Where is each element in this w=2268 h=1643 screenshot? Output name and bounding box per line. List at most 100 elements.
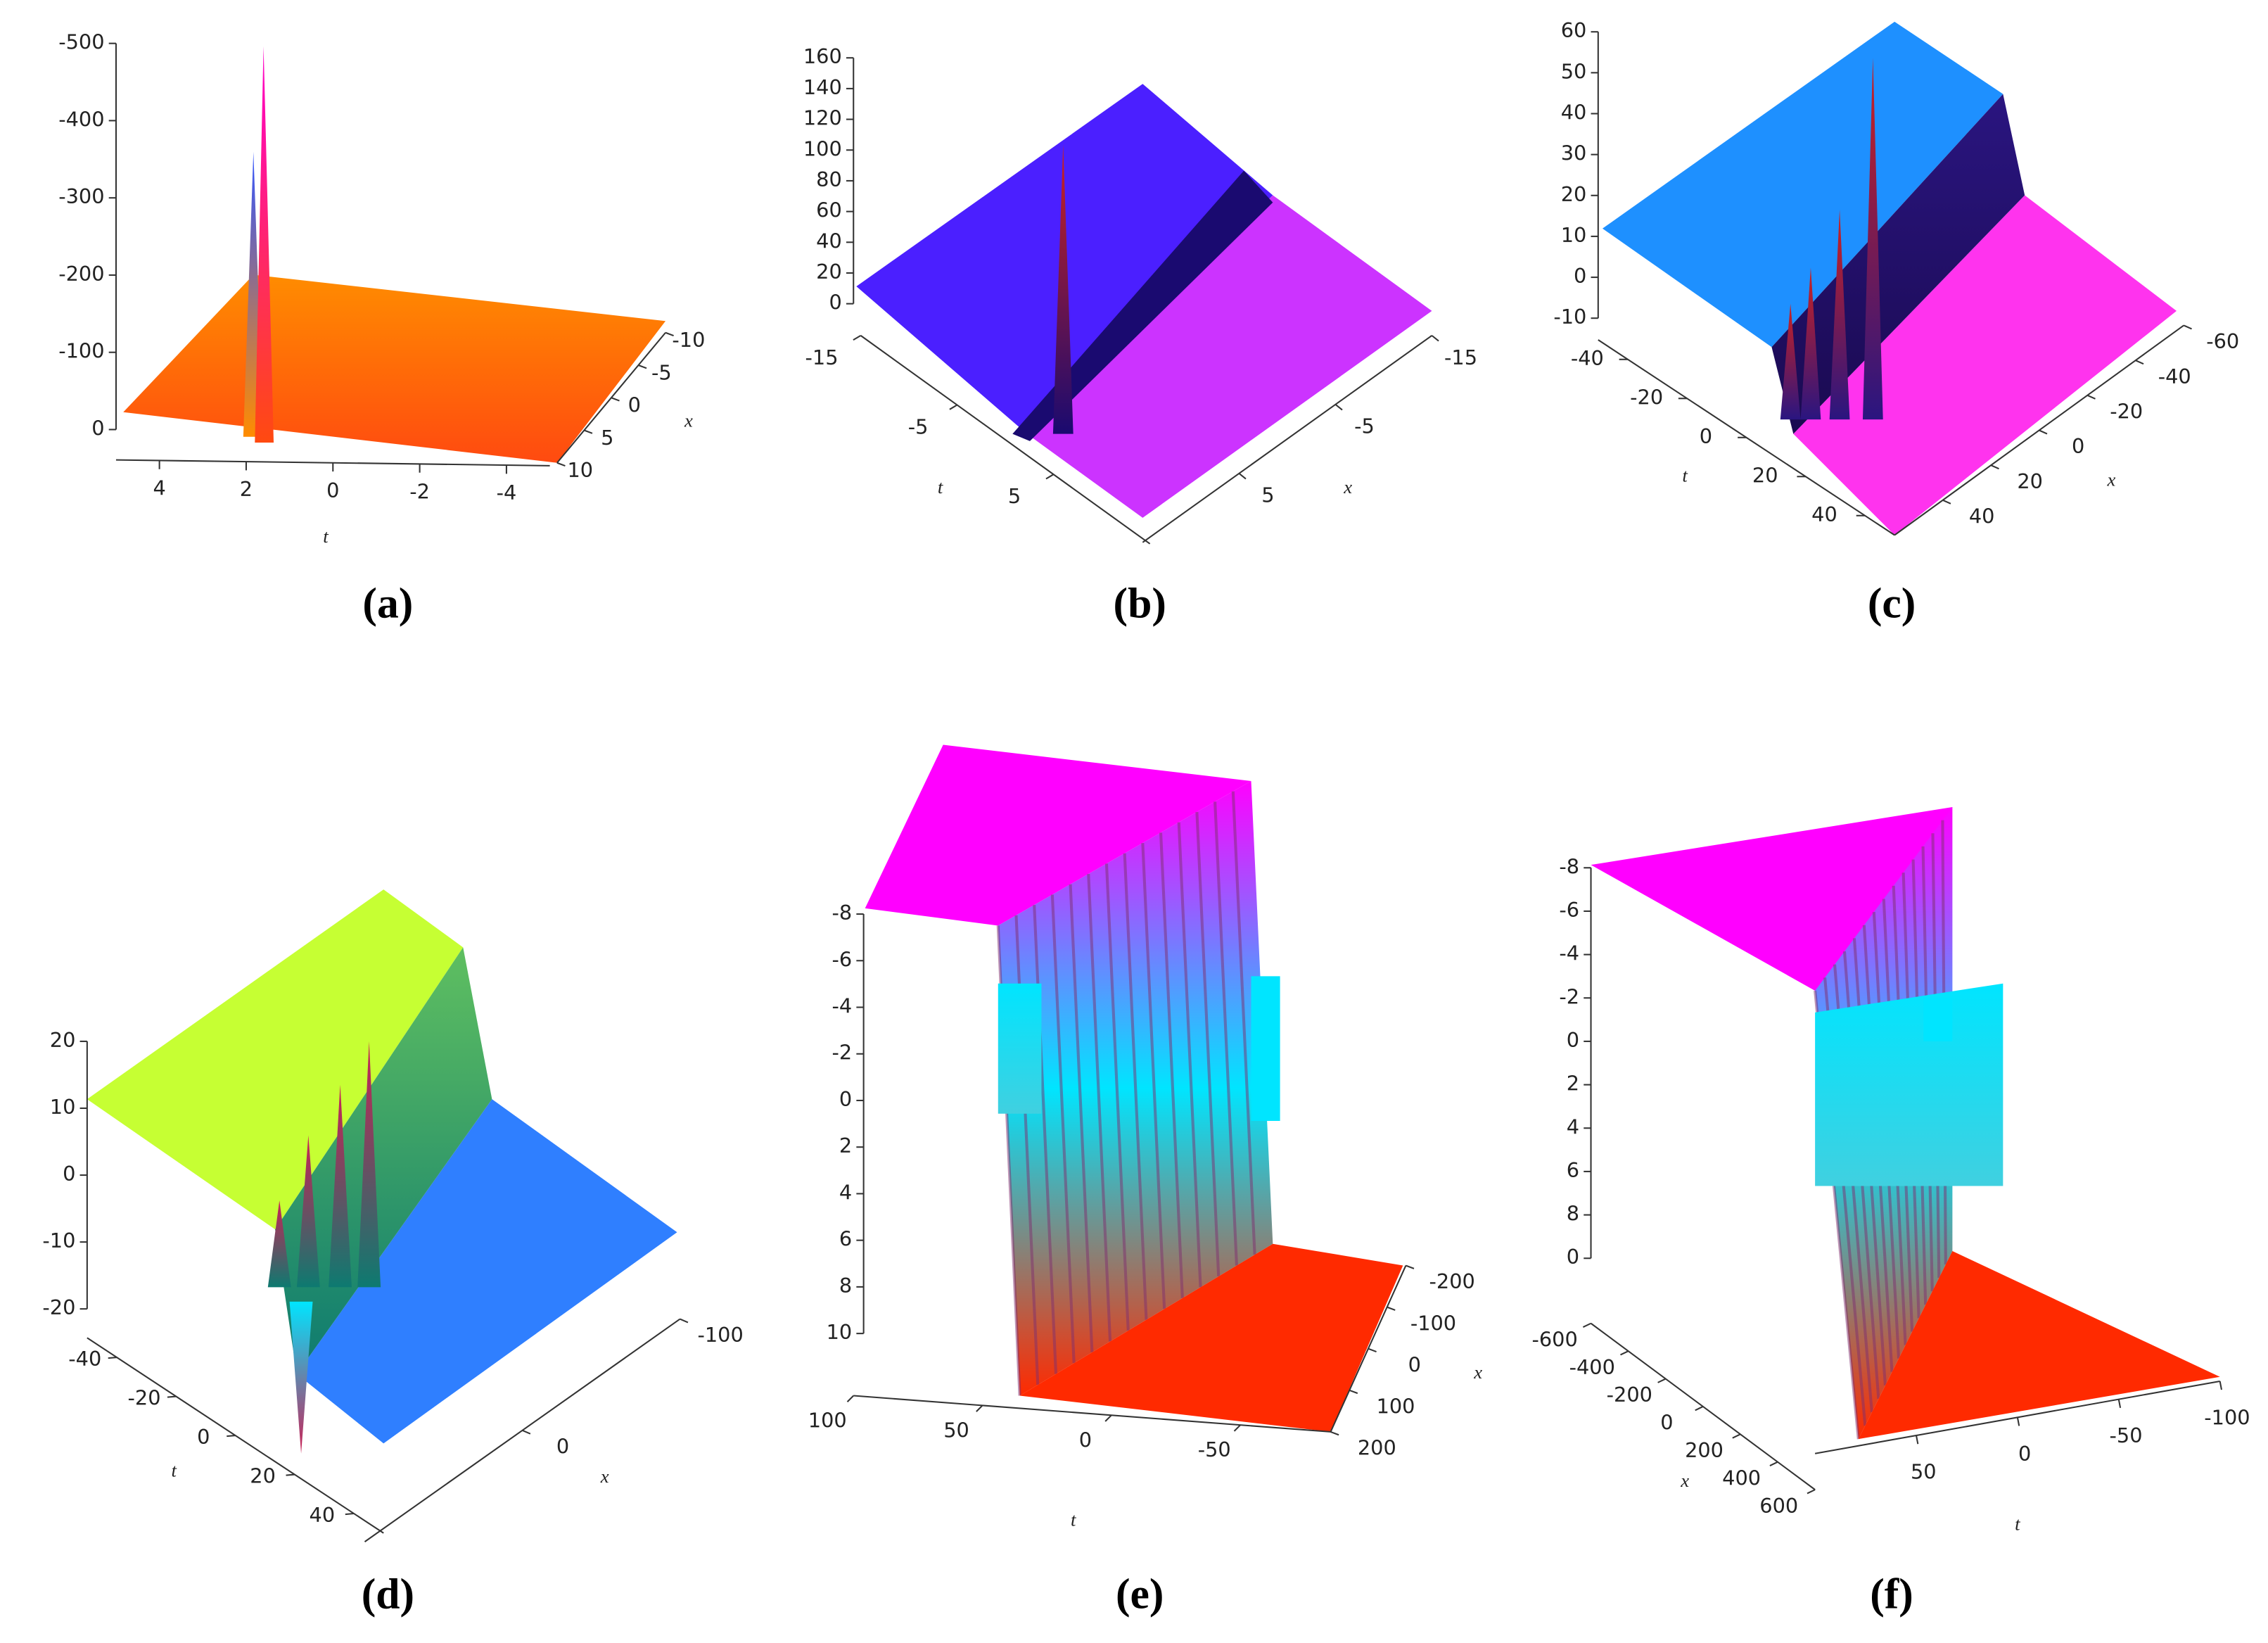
t-tick-label: -50 <box>2110 1423 2143 1447</box>
x-tick-label: -40 <box>2158 364 2191 388</box>
z-tick-label: 2 <box>1567 1072 1579 1096</box>
t-tick-label: -15 <box>805 345 839 369</box>
z-tick-label: 120 <box>803 106 842 130</box>
surface-ridge <box>1087 873 1112 1342</box>
surface <box>998 983 1042 1114</box>
z-tick-label: -4 <box>1559 941 1579 965</box>
z-tick-label: 4 <box>1567 1115 1579 1138</box>
x-tick <box>1368 1347 1377 1353</box>
z-tick-label: 50 <box>1561 59 1587 83</box>
surface-ridge <box>1159 832 1184 1298</box>
panel-caption: (b) <box>1114 579 1166 627</box>
t-axis-label: t <box>938 476 943 497</box>
z-tick-label: 0 <box>1567 1028 1579 1052</box>
surface <box>1829 210 1850 420</box>
surface-ridge <box>1177 822 1202 1288</box>
t-tick-label: -20 <box>1630 385 1663 409</box>
x-tick-label: -60 <box>2206 329 2239 353</box>
z-tick-label: -400 <box>58 107 104 131</box>
t-tick <box>2016 1417 2020 1426</box>
x-tick-label: 40 <box>1969 505 1995 528</box>
t-tick-label: 40 <box>1811 502 1837 526</box>
x-tick <box>1990 464 1999 470</box>
x-tick-label: 20 <box>2017 469 2043 493</box>
x-axis-label: x <box>1680 1470 1689 1491</box>
t-tick-label: 50 <box>1911 1459 1937 1483</box>
panel-caption: (e) <box>1116 1570 1164 1618</box>
t-tick-label: -4 <box>497 481 517 505</box>
z-tick-label: -200 <box>58 262 104 286</box>
x-tick-label: 100 <box>1377 1394 1415 1418</box>
z-tick-label: 20 <box>1561 182 1587 206</box>
z-tick-label: 0 <box>829 291 841 315</box>
z-tick-label: 20 <box>50 1028 76 1052</box>
x-tick-label: -100 <box>697 1323 743 1347</box>
x-tick <box>2135 360 2144 365</box>
t-tick-label: 100 <box>808 1409 847 1433</box>
surface <box>1815 983 2003 1186</box>
surface <box>329 1084 352 1288</box>
z-tick-label: -10 <box>42 1229 75 1252</box>
x-tick <box>1387 1306 1396 1311</box>
z-tick-label: 0 <box>839 1087 852 1111</box>
z-tick-label: -10 <box>1553 305 1586 329</box>
z-tick-label: -500 <box>58 30 104 54</box>
t-axis-label: t <box>2015 1514 2020 1535</box>
x-tick <box>1349 1389 1358 1395</box>
t-tick-label: 4 <box>153 476 165 500</box>
t-tick-label: 0 <box>326 478 339 502</box>
t-axis-label: t <box>323 526 329 547</box>
x-tick-label: 0 <box>628 393 641 417</box>
z-tick-label: 60 <box>816 198 842 222</box>
t-tick <box>227 1435 236 1438</box>
x-tick <box>556 462 566 467</box>
x-tick-label: 0 <box>2072 434 2084 458</box>
z-tick-label: -100 <box>58 339 104 363</box>
surface <box>1026 195 1432 518</box>
x-axis <box>1142 335 1433 543</box>
surface-ridge <box>1213 801 1238 1266</box>
x-axis-label: x <box>600 1466 609 1487</box>
x-axis-label: x <box>2107 469 2116 490</box>
surface <box>1052 144 1074 434</box>
z-tick-label: -20 <box>42 1295 75 1319</box>
x-tick <box>1334 404 1343 411</box>
t-tick <box>1045 474 1055 480</box>
t-tick-label: -40 <box>68 1347 101 1371</box>
z-tick-label: 60 <box>1561 18 1587 42</box>
x-tick-label: -10 <box>672 328 705 352</box>
surface-ridge <box>1050 894 1076 1364</box>
surface <box>1858 1250 2220 1440</box>
t-tick-label: 0 <box>2018 1442 2031 1466</box>
x-tick <box>1330 1431 1339 1436</box>
surface <box>1012 170 1273 441</box>
t-tick-label: 50 <box>943 1418 969 1442</box>
surface <box>255 46 274 443</box>
x-tick-label: -200 <box>1607 1383 1652 1407</box>
x-tick <box>1807 1489 1816 1495</box>
t-tick-label: 40 <box>310 1503 336 1527</box>
x-axis-label: x <box>1343 476 1352 497</box>
x-tick <box>680 1318 689 1324</box>
x-tick <box>1732 1433 1741 1439</box>
z-tick-label: -8 <box>1559 854 1579 878</box>
surface-ridge <box>1069 884 1094 1352</box>
surface-ridge <box>1033 905 1058 1374</box>
t-tick <box>1104 1414 1112 1422</box>
t-axis <box>853 1395 1331 1433</box>
panel-caption: (c) <box>1868 579 1916 627</box>
t-tick <box>1915 1435 1919 1445</box>
surface-ridge <box>1231 791 1256 1255</box>
t-tick-label: 20 <box>250 1464 276 1488</box>
x-tick-label: -15 <box>1444 345 1477 369</box>
z-tick-label: 2 <box>839 1134 852 1157</box>
t-tick <box>286 1473 295 1476</box>
surface <box>267 1200 291 1288</box>
x-tick <box>2087 394 2096 400</box>
x-tick-label: -5 <box>1354 414 1375 438</box>
surface <box>1602 21 2003 348</box>
surface <box>1251 976 1280 1121</box>
surface <box>1780 303 1801 420</box>
